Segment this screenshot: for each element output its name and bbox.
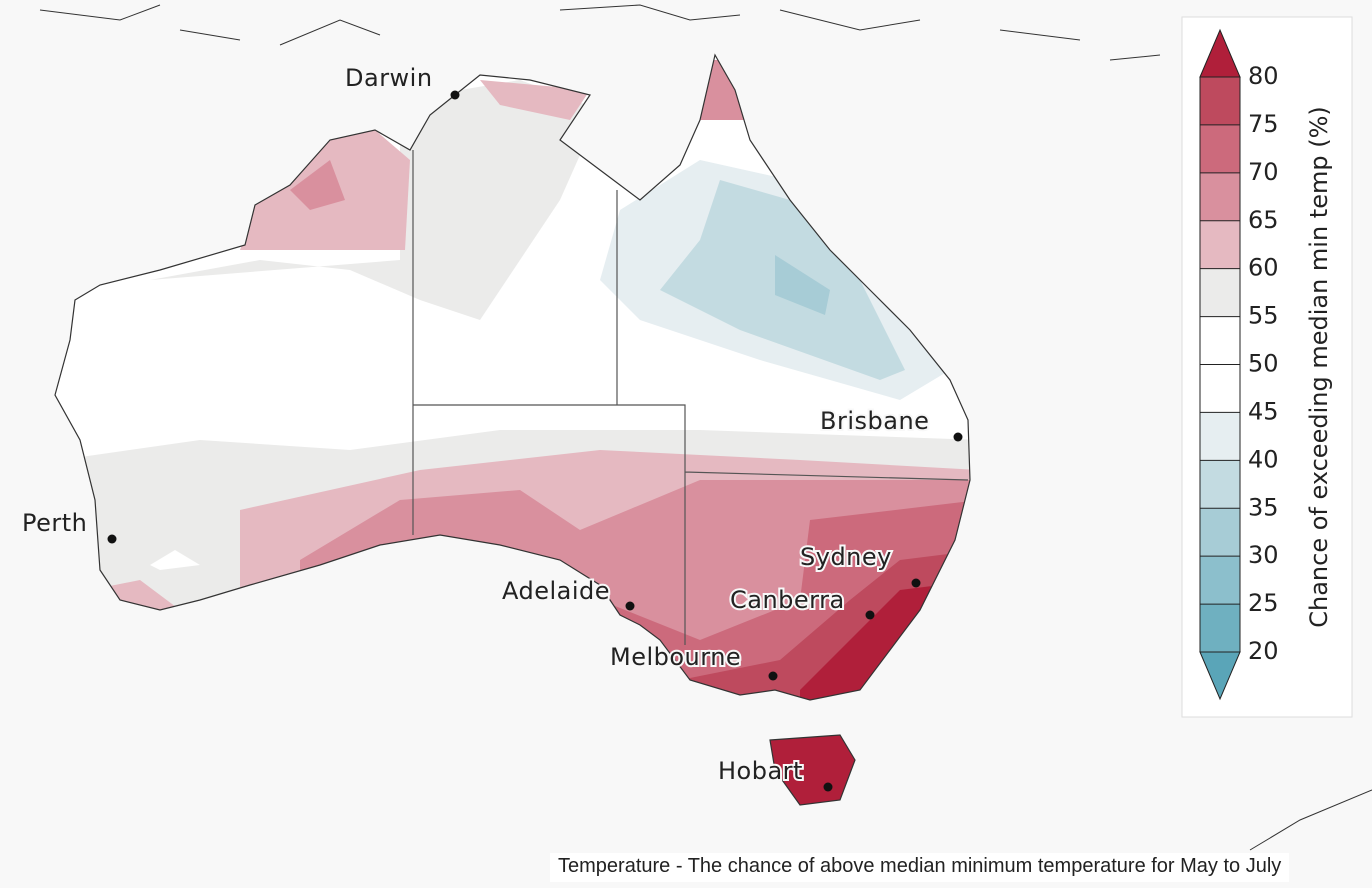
city-label: Darwin [345,64,433,92]
tick-label: 30 [1248,541,1279,569]
tick-label: 35 [1248,493,1279,521]
tick-label: 20 [1248,637,1279,665]
coastline-islands [39,4,1372,851]
tick-label: 70 [1248,158,1279,186]
color-band [1200,364,1240,413]
tick-label: 55 [1248,302,1279,330]
tick-label: 45 [1248,397,1279,425]
city-label: Canberra [730,586,845,614]
color-band [1200,412,1240,461]
tick-label: 80 [1248,62,1279,90]
tick-label: 25 [1248,589,1279,617]
color-band [1200,172,1240,221]
color-band [1200,77,1240,125]
city-label: Melbourne [610,643,741,671]
tick-label: 40 [1248,445,1279,473]
colorbar-frame [1199,76,1241,653]
legend-title: Chance of exceeding median min temp (%) [1305,106,1333,628]
color-band [1200,124,1240,173]
state-borders [412,150,969,645]
color-band [1200,556,1240,605]
city-label: Perth [22,509,87,537]
city-label: Brisbane [820,407,929,435]
tick-label: 50 [1248,350,1279,378]
tick-label: 75 [1248,110,1279,138]
color-band [1200,220,1240,269]
color-band [1200,316,1240,365]
caption: Temperature - The chance of above median… [550,853,1290,882]
city-label: Sydney [800,543,892,571]
color-band [1200,460,1240,509]
city-label: Hobart [718,757,803,785]
color-band [1200,604,1240,652]
tick-label: 60 [1248,254,1279,282]
city-label: Adelaide [502,577,610,605]
coastline [54,53,971,806]
color-band [1200,268,1240,317]
color-band [1200,508,1240,557]
city-dots [107,90,963,792]
legend: Chance of exceeding median min temp (%) … [1181,16,1353,718]
tick-label: 65 [1248,206,1279,234]
